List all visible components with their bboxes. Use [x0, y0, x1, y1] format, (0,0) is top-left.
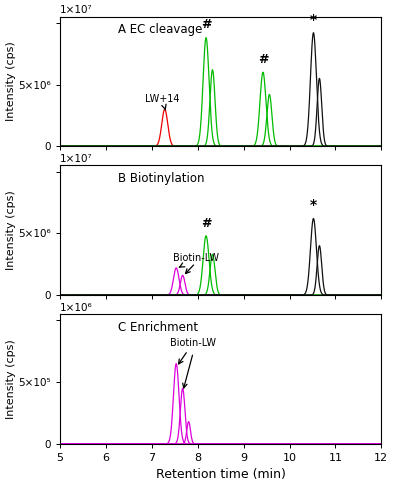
X-axis label: Retention time (min): Retention time (min)	[156, 468, 286, 482]
Text: Biotin-LW: Biotin-LW	[170, 337, 216, 364]
Text: C Enrichment: C Enrichment	[118, 321, 198, 334]
Text: *: *	[310, 13, 317, 26]
Text: #: #	[201, 19, 211, 32]
Text: LW+14: LW+14	[145, 94, 179, 110]
Text: 1×10⁷: 1×10⁷	[60, 154, 93, 164]
Text: #: #	[258, 53, 268, 66]
Text: *: *	[310, 198, 317, 212]
Text: 1×10⁷: 1×10⁷	[60, 5, 93, 16]
Text: Biotin-LW: Biotin-LW	[173, 253, 219, 267]
Y-axis label: Intensity (cps): Intensity (cps)	[6, 41, 15, 121]
Y-axis label: Intensity (cps): Intensity (cps)	[6, 339, 16, 419]
Text: B Biotinylation: B Biotinylation	[118, 172, 204, 185]
Text: 1×10⁶: 1×10⁶	[60, 303, 93, 313]
Text: A EC cleavage: A EC cleavage	[118, 23, 202, 36]
Text: #: #	[201, 217, 211, 230]
Y-axis label: Intensity (cps): Intensity (cps)	[6, 190, 15, 270]
